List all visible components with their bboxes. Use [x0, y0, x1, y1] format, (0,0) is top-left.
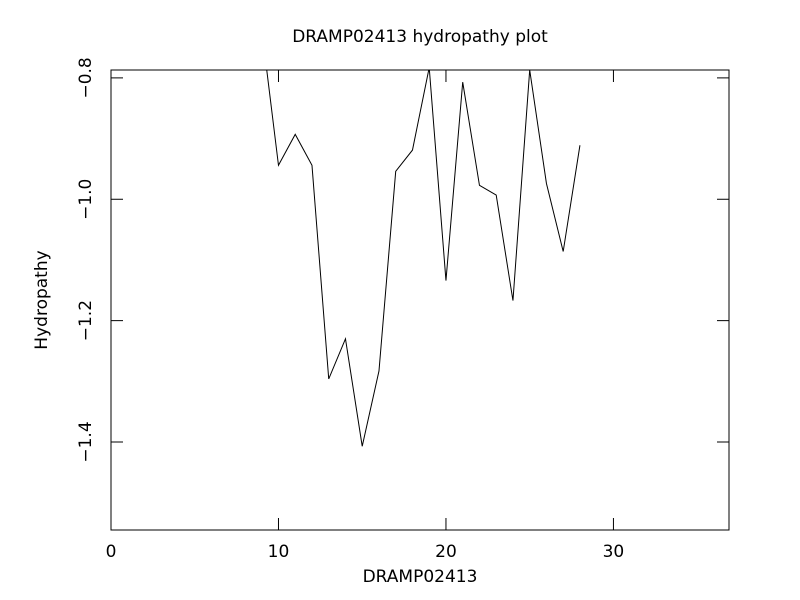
x-tick-label: 10	[268, 542, 290, 562]
y-tick-label: −0.8	[76, 57, 96, 98]
y-tick-label: −1.4	[76, 421, 96, 462]
y-tick-label: −1.0	[76, 179, 96, 220]
x-tick-label: 20	[435, 542, 457, 562]
x-tick-label: 0	[106, 542, 117, 562]
y-axis-label: Hydropathy	[32, 250, 52, 349]
y-tick-label: −1.2	[76, 300, 96, 341]
x-tick-label: 30	[603, 542, 625, 562]
chart-title: DRAMP02413 hydropathy plot	[292, 27, 548, 47]
data-line	[266, 70, 581, 447]
x-axis-label: DRAMP02413	[363, 567, 478, 587]
plot-frame	[110, 69, 730, 531]
